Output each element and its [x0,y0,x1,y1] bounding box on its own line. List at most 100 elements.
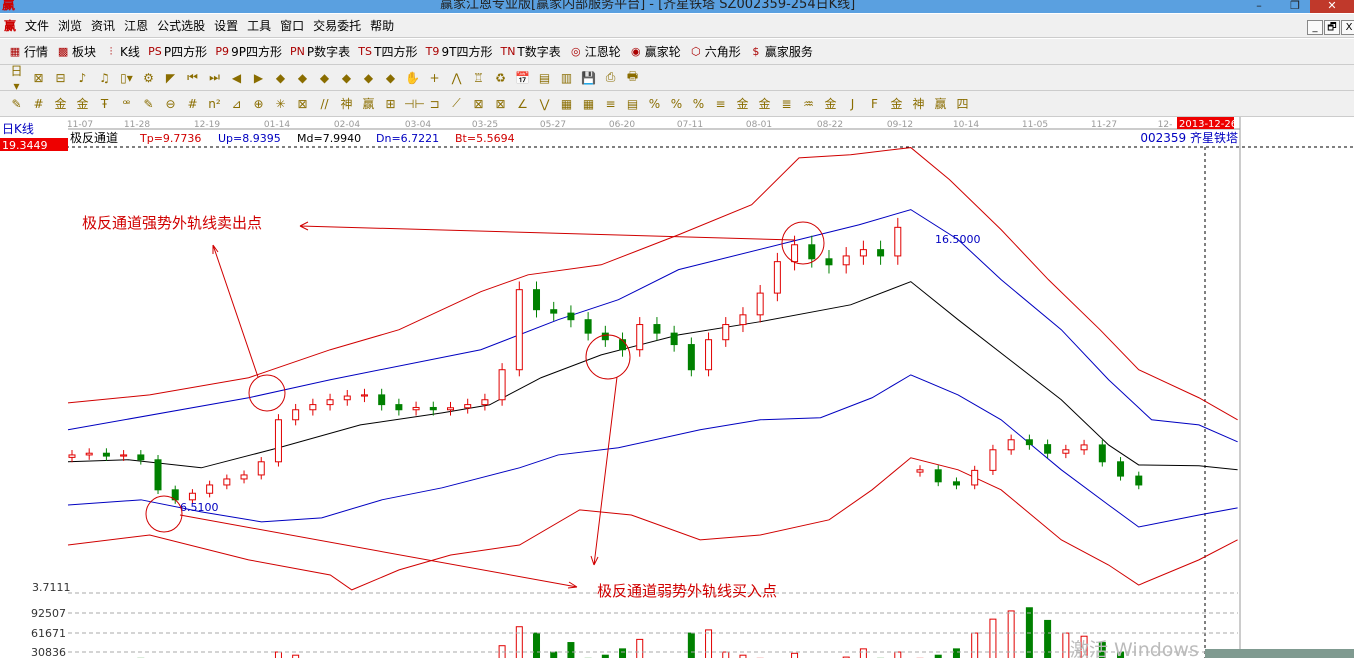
toolbar3-tool-icon[interactable]: 金 [54,97,67,111]
toolbar2-tool-icon[interactable]: ◆ [297,70,308,85]
toolbar2-tool-icon[interactable]: 🖶 [626,69,639,83]
toolbar3-tool-icon[interactable]: 金 [890,97,903,111]
toolbar-button-blocks[interactable]: ▩ 板块 [56,43,96,60]
toolbar3-tool-icon[interactable]: 赢 [934,97,947,111]
toolbar3-tool-icon[interactable]: J [850,96,855,111]
toolbar2-tool-icon[interactable]: ♫ [99,70,110,85]
toolbar-button-ts[interactable]: TS T四方形 [358,43,417,60]
toolbar2-tool-icon[interactable]: ◆ [275,70,286,85]
toolbar2-tool-icon[interactable]: ◆ [319,70,330,85]
close-button[interactable]: ✕ [1310,0,1354,13]
toolbar-button-candles[interactable]: ⫶ K线 [104,43,140,60]
toolbar3-tool-icon[interactable]: ▦ [582,96,595,111]
toolbar2-tool-icon[interactable]: ▯▾ [120,70,133,85]
menu-item-8[interactable]: 交易委托 [313,19,362,33]
toolbar3-tool-icon[interactable]: 金 [758,97,771,111]
restore-button[interactable]: ❐ [1290,0,1300,12]
toolbar3-tool-icon[interactable]: % [648,96,661,111]
toolbar3-tool-icon[interactable]: ✎ [143,96,154,111]
toolbar3-tool-icon[interactable]: ✎ [11,96,22,111]
toolbar2-tool-icon[interactable]: ⎙ [605,70,616,84]
toolbar2-tool-icon[interactable]: ⊟ [55,70,66,85]
toolbar3-tool-icon[interactable]: ⊿ [231,96,242,111]
toolbar3-tool-icon[interactable]: // [320,96,329,111]
toolbar2-tool-icon[interactable]: ◀ [231,70,242,85]
toolbar3-tool-icon[interactable]: 神 [340,97,353,111]
menu-item-0[interactable]: 文件 [25,19,50,33]
toolbar3-tool-icon[interactable]: ≡ [605,96,616,111]
menu-item-2[interactable]: 资讯 [91,19,116,33]
toolbar-button-t9[interactable]: T9 9T四方形 [426,43,493,60]
toolbar3-tool-icon[interactable]: ⟋ [452,96,461,110]
toolbar2-tool-icon[interactable]: + [429,70,440,85]
toolbar3-tool-icon[interactable]: ≡ [715,96,726,111]
toolbar2-tool-icon[interactable]: ◤ [165,70,176,85]
toolbar2-tool-icon[interactable]: ◆ [341,70,352,85]
toolbar2-tool-icon[interactable]: ♻ [495,70,506,85]
toolbar2-tool-icon[interactable]: ♪ [78,70,87,85]
period-label[interactable]: 日K线 [2,122,34,136]
toolbar2-tool-icon[interactable]: 📅 [515,70,530,85]
toolbar3-tool-icon[interactable]: ▤ [626,96,639,111]
toolbar2-tool-icon[interactable]: ◆ [363,70,374,85]
mdi-minimize-button[interactable]: _ [1307,20,1323,35]
toolbar3-tool-icon[interactable]: % [692,96,705,111]
toolbar3-tool-icon[interactable]: ⊐ [429,96,440,111]
toolbar-button-tn[interactable]: TN T数字表 [500,43,560,60]
toolbar3-tool-icon[interactable]: ▦ [560,96,573,111]
kline-chart[interactable]: 11-07 11-28 12-19 01-14 02-04 03-04 03-25 05-27… [0,117,1354,658]
toolbar2-tool-icon[interactable]: ⚙ [143,70,154,85]
toolbar3-tool-icon[interactable]: ⊖ [165,96,176,111]
toolbar2-tool-icon[interactable]: ⊠ [33,70,44,85]
toolbar3-tool-icon[interactable]: # [187,96,198,111]
toolbar-button-hexagon[interactable]: ⬡ 六角形 [689,43,741,60]
mdi-close-button[interactable]: X [1341,20,1354,35]
toolbar-button-dollar[interactable]: $ 赢家服务 [749,43,813,60]
toolbar3-tool-icon[interactable]: ⊠ [473,96,484,111]
mdi-restore-button[interactable]: 🗗 [1324,20,1340,35]
toolbar3-tool-icon[interactable]: % [670,96,683,111]
toolbar-button-ps[interactable]: PS P四方形 [148,43,207,60]
toolbar3-tool-icon[interactable]: ✳ [275,96,286,111]
toolbar-button-table[interactable]: ▦ 行情 [8,43,48,60]
toolbar2-tool-icon[interactable]: ▶ [253,70,264,85]
toolbar3-tool-icon[interactable]: ⊞ [385,96,396,111]
toolbar2-tool-icon[interactable]: ✋ [405,70,420,85]
menu-item-5[interactable]: 设置 [214,19,239,33]
menu-item-1[interactable]: 浏览 [58,19,83,33]
toolbar3-tool-icon[interactable]: ⊠ [297,96,308,111]
toolbar-button-winner-wheel[interactable]: ◉ 赢家轮 [629,43,681,60]
toolbar2-tool-icon[interactable]: ⏮ [187,70,198,84]
menu-item-6[interactable]: 工具 [247,19,272,33]
toolbar-button-p9[interactable]: P9 9P四方形 [215,43,282,60]
toolbar3-tool-icon[interactable]: 赢 [362,97,375,111]
toolbar3-tool-icon[interactable]: ꟹ [122,96,131,111]
toolbar3-tool-icon[interactable]: # [33,96,44,111]
toolbar3-tool-icon[interactable]: ≣ [781,96,792,111]
toolbar-button-pn[interactable]: PN P数字表 [290,43,350,60]
toolbar3-tool-icon[interactable]: 金 [76,97,89,111]
toolbar3-tool-icon[interactable]: 神 [912,97,925,111]
toolbar3-tool-icon[interactable]: 四 [956,97,969,111]
toolbar2-tool-icon[interactable]: ▥ [560,70,573,85]
toolbar3-tool-icon[interactable]: Ŧ [100,96,109,111]
toolbar3-tool-icon[interactable]: n² [208,96,221,111]
menu-item-7[interactable]: 窗口 [280,19,305,33]
toolbar-button-gann-wheel[interactable]: ◎ 江恩轮 [569,43,621,60]
menu-item-4[interactable]: 公式选股 [157,19,206,33]
menu-item-9[interactable]: 帮助 [370,19,395,33]
toolbar3-tool-icon[interactable]: F [871,96,878,111]
toolbar3-tool-icon[interactable]: ⊕ [253,96,264,111]
toolbar3-tool-icon[interactable]: ♒ [803,96,814,111]
toolbar3-tool-icon[interactable]: 金 [736,97,749,111]
menu-item-3[interactable]: 江恩 [124,19,149,33]
toolbar3-tool-icon[interactable]: ⊣⊢ [404,96,425,111]
toolbar2-tool-icon[interactable]: ◆ [385,70,396,85]
toolbar3-tool-icon[interactable]: 金 [824,97,837,111]
toolbar3-tool-icon[interactable]: ⋁ [539,96,550,111]
minimize-button[interactable]: – [1256,0,1262,12]
toolbar2-tool-icon[interactable]: ▤ [538,70,551,85]
toolbar2-tool-icon[interactable]: ⋀ [451,70,462,85]
toolbar3-tool-icon[interactable]: ∠ [517,96,528,111]
toolbar2-tool-icon[interactable]: 日▾ [10,64,23,93]
